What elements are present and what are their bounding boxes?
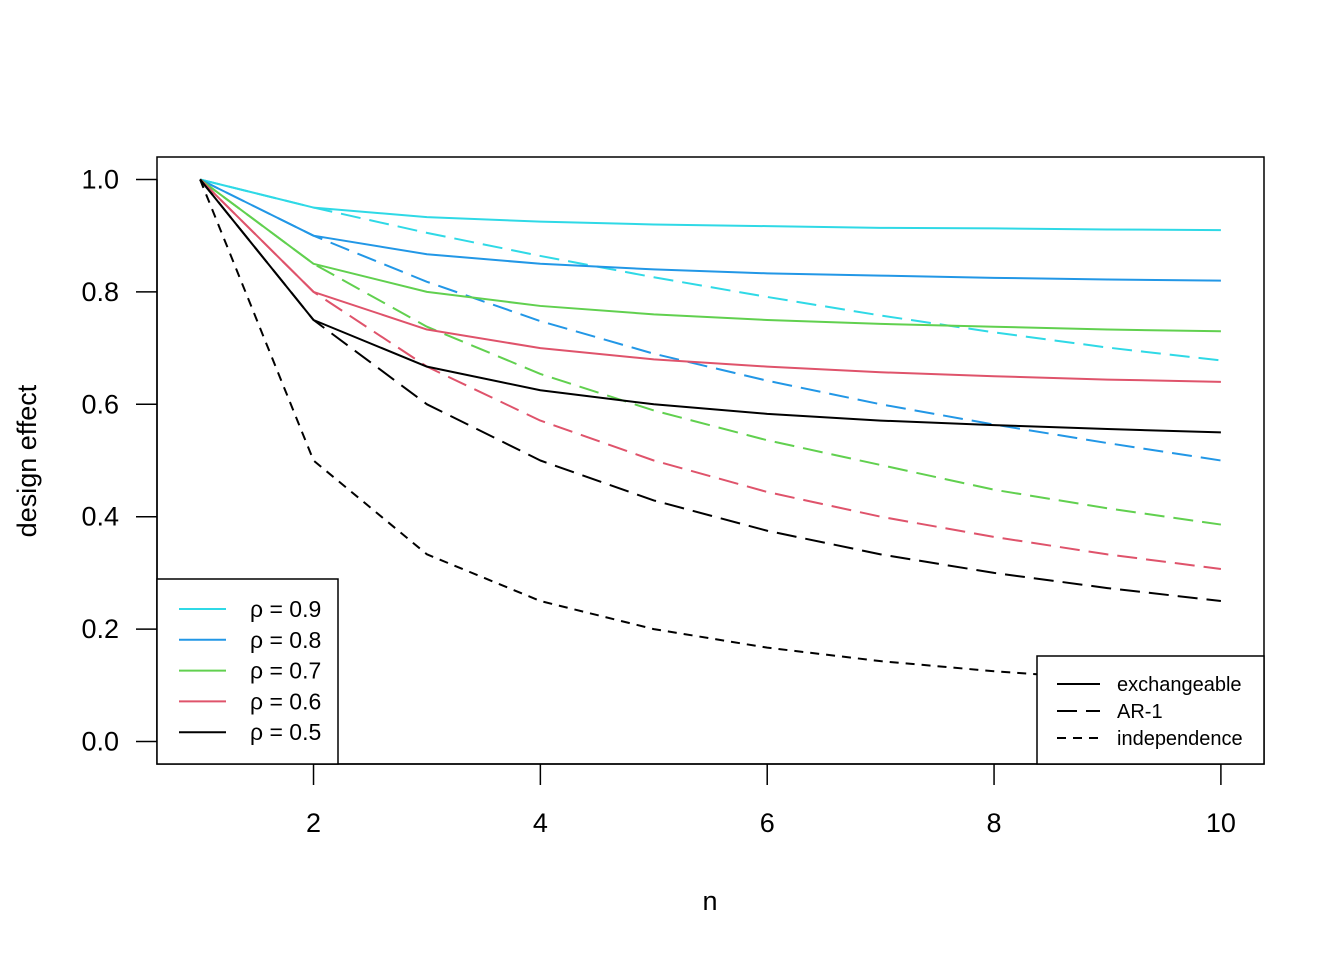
series-line-rho-0-5-ar-1	[199, 178, 1222, 603]
y-axis: 0.0 0.2 0.4 0.6 0.8 1.0	[81, 164, 158, 757]
y-tick-label: 0.4	[81, 502, 119, 532]
series-line-rho-0-9-exchangeable	[199, 178, 1221, 232]
series-layer	[199, 178, 1222, 687]
series-line-rho-0-5-independence	[199, 179, 1221, 687]
series-line-rho-0-6-exchangeable	[199, 178, 1221, 383]
legend-label-independence: independence	[1117, 728, 1243, 750]
legend-label-rho-0-6: ρ = 0.6	[250, 688, 321, 714]
x-tick-label: 8	[987, 808, 1002, 838]
series-line-rho-0-5-exchangeable	[199, 178, 1221, 434]
y-tick-label: 1.0	[81, 164, 119, 194]
legend-rho: ρ = 0.9 ρ = 0.8 ρ = 0.7 ρ = 0.6 ρ = 0.5	[156, 578, 339, 765]
y-axis-title: design effect	[12, 384, 42, 537]
series-line-rho-0-7-ar-1	[199, 178, 1222, 526]
legend-label-ar-1: AR-1	[1117, 701, 1163, 723]
y-tick-label: 0.8	[81, 277, 119, 307]
x-tick-label: 4	[533, 808, 548, 838]
x-tick-label: 10	[1206, 808, 1236, 838]
series-line-rho-0-6-ar-1	[199, 178, 1222, 570]
series-line-rho-0-7-exchangeable	[199, 178, 1221, 333]
legend-label-rho-0-9: ρ = 0.9	[250, 596, 321, 622]
x-tick-label: 2	[306, 808, 321, 838]
legend-label-rho-0-5: ρ = 0.5	[250, 719, 321, 745]
x-axis: 2 4 6 8 10	[306, 763, 1236, 838]
x-axis-title: n	[702, 886, 717, 916]
legend-structure: exchangeable AR-1 independence	[1036, 655, 1265, 765]
series-line-rho-0-8-ar-1	[199, 178, 1222, 462]
legend-label-exchangeable: exchangeable	[1117, 674, 1242, 696]
y-tick-label: 0.2	[81, 614, 119, 644]
legend-label-rho-0-8: ρ = 0.8	[250, 627, 321, 653]
legend-label-rho-0-7: ρ = 0.7	[250, 658, 321, 684]
series-line-rho-0-8-exchangeable	[199, 178, 1221, 282]
x-tick-label: 6	[760, 808, 775, 838]
y-tick-label: 0.0	[81, 727, 119, 757]
y-tick-label: 0.6	[81, 389, 119, 419]
series-line-rho-0-9-ar-1	[199, 178, 1222, 362]
